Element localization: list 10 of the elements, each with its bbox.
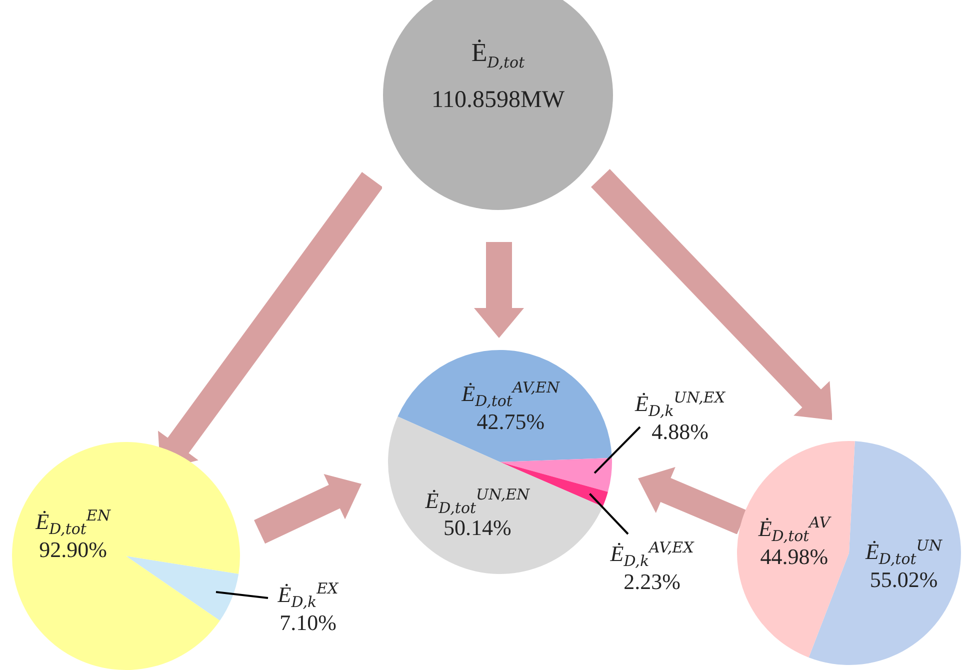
- data-label: 2.23%: [624, 569, 680, 594]
- data-label: 55.02%: [870, 566, 938, 592]
- data-label: 42.75%: [476, 409, 545, 434]
- data-label: 4.88%: [652, 419, 708, 444]
- text: 110.8598MW: [431, 86, 565, 114]
- text: Ė$_{D,tot}$: [471, 38, 525, 72]
- data-label: 7.10%: [280, 610, 336, 636]
- data-label: 92.90%: [39, 536, 107, 562]
- data-label: 44.98%: [760, 543, 828, 568]
- data-label: 50.14%: [444, 515, 512, 540]
